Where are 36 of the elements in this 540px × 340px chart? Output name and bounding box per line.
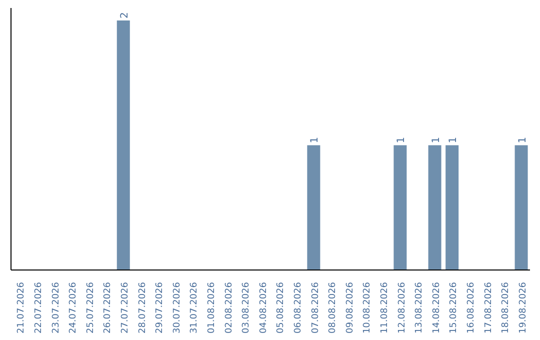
x-tick-label: 09.08.2026 bbox=[345, 282, 356, 334]
x-tick-label: 10.08.2026 bbox=[362, 282, 373, 334]
data-label: 1 bbox=[448, 136, 460, 144]
x-tick-label: 05.08.2026 bbox=[276, 282, 286, 334]
data-label: 1 bbox=[517, 136, 528, 144]
x-tick-label: 16.08.2026 bbox=[466, 282, 476, 334]
x-tick-label: 04.08.2026 bbox=[258, 282, 269, 334]
x-tick-label: 17.08.2026 bbox=[484, 282, 494, 334]
x-tick-label: 31.07.2026 bbox=[190, 282, 200, 334]
x-tick-label: 26.07.2026 bbox=[103, 282, 114, 334]
x-tick-label: 22.07.2026 bbox=[34, 282, 44, 334]
x-tick-label: 24.07.2026 bbox=[68, 282, 79, 334]
x-tick-label: 08.08.2026 bbox=[328, 282, 338, 334]
data-label: 1 bbox=[310, 136, 321, 144]
x-tick-label: 14.08.2026 bbox=[432, 282, 442, 334]
x-tick-label: 29.07.2026 bbox=[155, 282, 166, 334]
x-tick-label: 30.07.2026 bbox=[172, 282, 182, 334]
x-tick-label: 19.08.2026 bbox=[518, 282, 528, 334]
data-label: 1 bbox=[430, 136, 442, 144]
x-tick-label: 12.08.2026 bbox=[397, 282, 408, 334]
x-tick-label: 21.07.2026 bbox=[16, 282, 27, 334]
x-tick-label: 02.08.2026 bbox=[224, 282, 234, 334]
x-tick-label: 03.08.2026 bbox=[242, 282, 252, 334]
x-tick-label: 27.07.2026 bbox=[120, 282, 130, 334]
x-tick-label: 07.08.2026 bbox=[310, 282, 321, 334]
x-tick-label: 11.08.2026 bbox=[380, 282, 390, 334]
x-tick-label: 13.08.2026 bbox=[414, 282, 425, 334]
x-tick-label: 23.07.2026 bbox=[51, 282, 62, 334]
x-tick-label: 25.07.2026 bbox=[86, 282, 96, 334]
data-label: 2 bbox=[119, 12, 130, 18]
x-tick-label: 18.08.2026 bbox=[501, 282, 512, 334]
x-tick-label: 01.08.2026 bbox=[206, 282, 217, 334]
x-tick-label: 15.08.2026 bbox=[449, 282, 460, 334]
x-tick-label: 28.07.2026 bbox=[138, 282, 148, 334]
x-tick-label: 06.08.2026 bbox=[293, 282, 304, 334]
data-label: 1 bbox=[396, 136, 408, 144]
